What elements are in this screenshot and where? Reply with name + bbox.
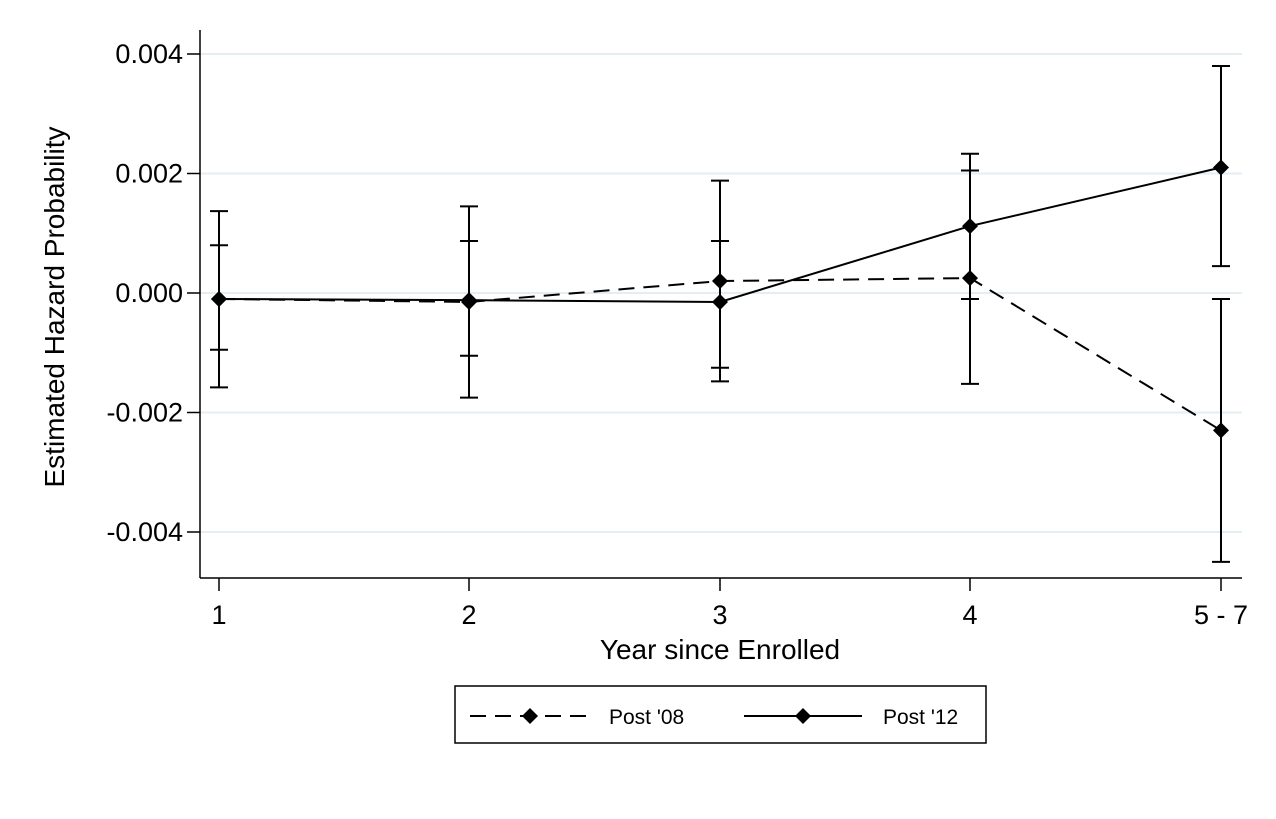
- legend-marker: [522, 708, 538, 724]
- data-point: [211, 290, 227, 307]
- error-bars: [210, 64, 1230, 563]
- axes: [187, 30, 1242, 591]
- data-markers: [211, 159, 1229, 439]
- y-tick-label: -0.004: [106, 517, 183, 547]
- legend-item: Post '12: [744, 706, 958, 729]
- data-point: [1213, 422, 1229, 439]
- y-tick-label: -0.002: [106, 398, 183, 428]
- y-axis-title: Estimated Hazard Probability: [39, 126, 70, 487]
- data-point: [712, 273, 728, 290]
- y-tick-label: 0.004: [115, 39, 183, 69]
- legend-item: Post '08: [470, 706, 684, 729]
- data-point: [461, 292, 477, 309]
- legend: Post '08 Post '12: [454, 685, 987, 744]
- y-tick-label: 0.000: [115, 278, 183, 308]
- data-point: [962, 270, 978, 287]
- data-point: [1213, 159, 1229, 176]
- x-tick-label: 3: [712, 600, 727, 630]
- x-tick-label: 1: [211, 600, 226, 630]
- legend-box: [454, 685, 987, 744]
- data-point: [962, 218, 978, 235]
- x-axis-title: Year since Enrolled: [600, 634, 840, 665]
- x-tick-label: 2: [461, 600, 476, 630]
- x-tick-label: 4: [962, 600, 977, 630]
- legend-label: Post '12: [883, 706, 958, 729]
- x-tick-label: 5 - 7: [1194, 600, 1248, 630]
- legend-marker: [795, 708, 811, 724]
- legend-label: Post '08: [609, 706, 684, 729]
- data-point: [712, 293, 728, 310]
- tick-labels: 0.004 0.002 0.000 -0.002 -0.004 1 2 3 4 5 - 7: [106, 39, 1248, 630]
- y-tick-label: 0.002: [115, 159, 183, 189]
